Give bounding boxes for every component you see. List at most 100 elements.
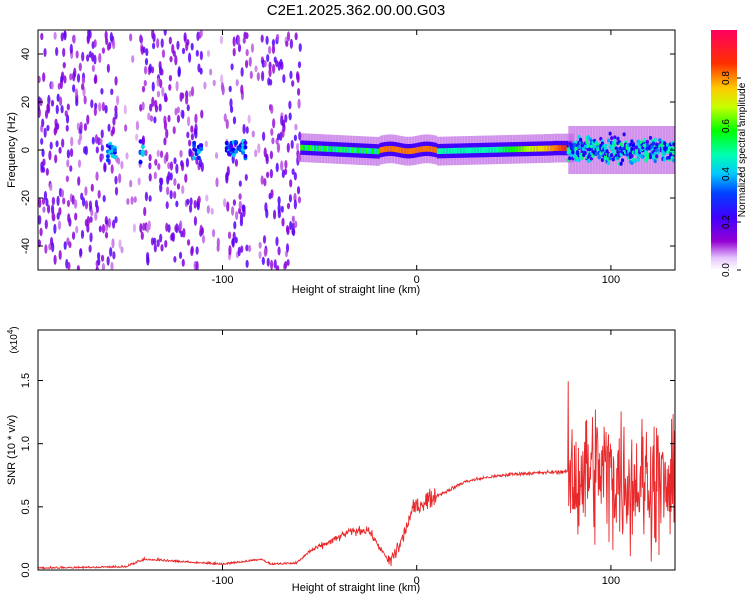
spectrogram-cell bbox=[461, 147, 464, 154]
spectrogram-cell bbox=[502, 146, 505, 153]
spectrogram-cell bbox=[73, 199, 78, 209]
spectrogram-cell bbox=[572, 142, 577, 147]
spectrogram-cell bbox=[382, 146, 385, 153]
spectrogram-cell bbox=[95, 171, 99, 181]
spectrogram-cell bbox=[62, 197, 66, 205]
spectrogram-cell bbox=[145, 48, 149, 57]
spectrogram-cell bbox=[167, 114, 171, 123]
spectrogram-cell bbox=[156, 90, 161, 98]
spectrogram-cell bbox=[156, 77, 160, 87]
spectrogram-cell bbox=[140, 231, 144, 240]
spectrogram-cell bbox=[243, 145, 248, 150]
spectrogram-cell bbox=[655, 154, 659, 159]
spectrogram-cell bbox=[294, 123, 298, 131]
spectrogram-cell bbox=[281, 128, 285, 138]
spectrogram-cell bbox=[149, 115, 154, 122]
spectrogram-cell bbox=[175, 200, 179, 208]
spectrogram-cell bbox=[190, 125, 194, 133]
spectrogram-cell bbox=[513, 146, 516, 153]
spectrogram-cell bbox=[242, 37, 246, 44]
spectrogram-cell bbox=[169, 189, 173, 200]
spectrogram-cell bbox=[91, 64, 95, 73]
spectrogram-cell bbox=[94, 102, 98, 110]
spectrogram-cell bbox=[295, 143, 300, 151]
spectrogram-cell bbox=[257, 143, 261, 154]
spectrogram-cell bbox=[534, 145, 537, 152]
spectrogram-cell bbox=[175, 163, 179, 174]
spectrogram-cell bbox=[130, 196, 134, 205]
spectrogram-cell bbox=[74, 212, 78, 221]
spectrogram-cell bbox=[359, 147, 362, 154]
spectrogram-cell bbox=[235, 210, 239, 221]
spectrogram-cell bbox=[495, 146, 498, 153]
spectrogram-cell bbox=[169, 172, 173, 181]
spectrogram-cell bbox=[238, 193, 242, 200]
spectrogram-cell bbox=[616, 136, 620, 141]
spectrogram-cell bbox=[234, 140, 239, 145]
spectrogram-cell bbox=[250, 43, 255, 53]
snr-y-ticks: 0.0 0.5 1.0 1.5 bbox=[20, 373, 675, 578]
spectrogram-cell bbox=[303, 144, 306, 151]
spectrogram-cell bbox=[159, 150, 164, 159]
spectrogram-cell bbox=[441, 148, 444, 154]
spectrogram-cell bbox=[41, 118, 45, 128]
spectrogram-cell bbox=[199, 67, 203, 75]
spectrogram-cell bbox=[237, 43, 242, 53]
spectrogram-cell bbox=[196, 155, 201, 160]
spectrogram-cell bbox=[285, 40, 289, 47]
spectrogram-cell bbox=[467, 147, 471, 154]
spectrogram-cell bbox=[154, 104, 159, 113]
spectrogram-cell bbox=[488, 147, 491, 153]
spectrogram-cell bbox=[104, 104, 108, 114]
spectrogram-cell bbox=[153, 171, 157, 180]
spectrogram-cell bbox=[580, 155, 584, 160]
spectrogram-cell bbox=[104, 30, 108, 40]
colorbar-tick-label: 0.4 bbox=[721, 167, 732, 181]
spectrogram-cell bbox=[156, 149, 160, 158]
snr-plot: -100 0 100 0.0 0.5 1.0 1.5 Height of straight… bbox=[6, 326, 676, 594]
spectrogram-cell bbox=[167, 162, 171, 170]
y-tick-label: 1.5 bbox=[20, 373, 32, 388]
spectrogram-cell bbox=[39, 227, 43, 237]
spectrogram-cell bbox=[69, 165, 73, 172]
spectrogram-cell bbox=[238, 200, 242, 210]
spectrogram-cell bbox=[536, 145, 539, 152]
spectrogram-cell bbox=[606, 138, 611, 143]
spectrogram-cell bbox=[429, 146, 432, 152]
spectrogram-cell bbox=[519, 146, 522, 153]
spectrogram-cell bbox=[221, 84, 225, 96]
spectrogram-cell bbox=[387, 145, 390, 152]
spectrogram-cell bbox=[300, 144, 303, 151]
spectrogram-cell bbox=[551, 145, 554, 152]
spectrogram-cell bbox=[108, 141, 113, 147]
spectrogram-cell bbox=[307, 145, 311, 151]
spectrogram-cell bbox=[93, 107, 97, 117]
spectrogram-cell bbox=[289, 38, 293, 49]
spectrogram-cell bbox=[98, 102, 102, 112]
spectrogram-cell bbox=[140, 144, 145, 149]
spectrogram-cell bbox=[46, 124, 50, 132]
spectrogram-cell bbox=[169, 161, 174, 171]
spectrogram-cell bbox=[148, 195, 152, 202]
spectrogram-cell bbox=[49, 183, 53, 192]
spectrogram-cell bbox=[112, 116, 116, 126]
spectrogram-cell bbox=[212, 79, 216, 87]
spectrogram-cell bbox=[112, 147, 117, 153]
spectrogram-cell bbox=[167, 224, 171, 233]
spectrogram-cell bbox=[265, 208, 269, 219]
spectrogram-cell bbox=[203, 81, 207, 90]
spectrogram-cell bbox=[240, 67, 244, 77]
spectrogram-cell bbox=[579, 126, 582, 174]
spectrogram-cell bbox=[190, 247, 194, 257]
spectrogram-x-label: Height of straight line (km) bbox=[292, 284, 420, 296]
snr-y-scale: (x104) bbox=[6, 326, 20, 353]
spectrogram-cell bbox=[107, 123, 111, 132]
spectrogram-cell bbox=[550, 145, 553, 152]
spectrogram-cell bbox=[190, 86, 195, 97]
spectrogram-cell bbox=[206, 50, 211, 57]
spectrogram-cell bbox=[254, 149, 258, 158]
spectrogram-cell bbox=[50, 81, 54, 90]
spectrogram-cell bbox=[116, 157, 121, 165]
spectrogram-cell bbox=[455, 147, 458, 154]
spectrogram-cell bbox=[142, 46, 146, 54]
